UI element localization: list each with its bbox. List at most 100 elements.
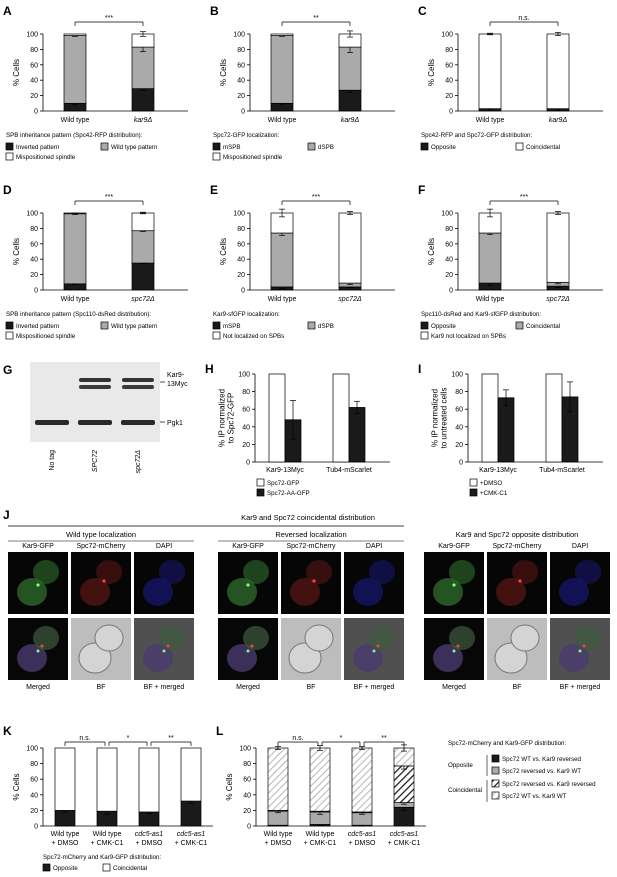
sig-label: *** bbox=[312, 194, 320, 201]
y-axis-label: to Spc72-GFP bbox=[227, 393, 236, 444]
bar bbox=[348, 407, 366, 463]
y-tick-label: 40 bbox=[30, 257, 38, 264]
panel-letter: G bbox=[3, 363, 12, 377]
bar-segment bbox=[138, 811, 160, 827]
y-tick-label: 60 bbox=[237, 241, 245, 248]
channel-label: Kar9-GFP bbox=[22, 543, 54, 550]
channel-label: DAPI bbox=[572, 543, 588, 550]
panel-L: L 0 20 40 60 80 100 % Cells Wild type + DMSO Wild … bbox=[216, 724, 596, 847]
legend-swatch bbox=[256, 488, 265, 497]
panel-H: H 0 20 40 60 80 100 % IP normalized to Spc72-GFP… bbox=[205, 362, 390, 497]
y-axis-label: % Cells bbox=[219, 59, 228, 86]
y-tick-label: 20 bbox=[237, 93, 245, 100]
legend-group: Coincidental bbox=[448, 787, 482, 794]
y-tick-label: 60 bbox=[243, 777, 251, 784]
blot-membrane bbox=[30, 362, 160, 442]
bar-segment bbox=[63, 33, 87, 36]
legend-group: Opposite bbox=[448, 762, 473, 769]
bar-segment bbox=[546, 212, 570, 283]
y-tick-label: 20 bbox=[243, 808, 251, 815]
legend-label: Spc72 WT vs. Kar9 reversed bbox=[502, 756, 582, 763]
y-tick-label: 80 bbox=[445, 47, 453, 54]
x-tick-label: + DMSO bbox=[51, 840, 79, 847]
y-tick-label: 100 bbox=[441, 211, 453, 218]
bar-segment bbox=[96, 747, 118, 812]
spb-dot bbox=[166, 644, 170, 648]
x-tick-label: Wild type bbox=[268, 296, 297, 303]
group-title: Reversed localization bbox=[275, 530, 346, 539]
y-tick-label: 40 bbox=[455, 424, 463, 431]
y-tick-label: 0 bbox=[241, 288, 245, 295]
x-tick-label: kar9Δ bbox=[134, 117, 153, 124]
bar-segment bbox=[131, 46, 155, 90]
panel-A: A 0 20 40 60 80 100 % Cells Wild type kar9Δ *** SPB… bbox=[3, 4, 188, 161]
y-tick-label: 20 bbox=[30, 808, 38, 815]
y-axis-label: % Cells bbox=[427, 238, 436, 265]
y-tick-label: 80 bbox=[242, 389, 250, 396]
legend-label: dSPB bbox=[318, 323, 334, 330]
bar-segment bbox=[338, 46, 362, 91]
sig-label: *** bbox=[105, 194, 113, 201]
y-tick-label: 40 bbox=[243, 792, 251, 799]
x-tick-label: Wild type bbox=[51, 831, 80, 838]
spb-dot bbox=[452, 649, 456, 653]
legend-label: Spc72 reversed vs. Kar9 reversed bbox=[502, 781, 596, 788]
spb-dot bbox=[372, 649, 376, 653]
bar-segment bbox=[393, 765, 415, 803]
cell-signal bbox=[449, 560, 475, 584]
legend-label: +CMK-C1 bbox=[480, 490, 508, 497]
y-tick-label: 40 bbox=[237, 78, 245, 85]
y-tick-label: 20 bbox=[242, 442, 250, 449]
panel-D: D 0 20 40 60 80 100 % Cells Wild type spc72Δ *** SP… bbox=[3, 183, 188, 340]
y-axis-label: % Cells bbox=[219, 238, 228, 265]
y-tick-label: 100 bbox=[239, 746, 251, 753]
bar bbox=[268, 373, 286, 463]
y-tick-label: 100 bbox=[26, 32, 38, 39]
legend-swatch bbox=[307, 321, 316, 330]
bar-segment bbox=[131, 262, 155, 291]
spb-dot bbox=[246, 649, 250, 653]
legend-swatch bbox=[491, 766, 500, 775]
x-tick-label: Wild type bbox=[264, 831, 293, 838]
channel-label: Kar9-GFP bbox=[438, 543, 470, 550]
legend-title: Spc72-mCherry and Kar9-GFP distribution: bbox=[43, 854, 161, 861]
y-tick-label: 20 bbox=[237, 272, 245, 279]
channel-label: BF bbox=[513, 684, 522, 691]
cell-signal bbox=[159, 626, 185, 650]
x-tick-label: + CMK-C1 bbox=[175, 840, 208, 847]
lane-label: SPC72 bbox=[92, 450, 99, 472]
cell-signal bbox=[369, 626, 395, 650]
legend-swatch bbox=[420, 331, 429, 340]
x-tick-label: Wild type bbox=[476, 117, 505, 124]
x-tick-label: spc72Δ bbox=[131, 296, 155, 303]
legend-label: mSPB bbox=[223, 323, 241, 330]
y-tick-label: 60 bbox=[445, 241, 453, 248]
legend-label: Opposite bbox=[53, 865, 78, 872]
sig-label: *** bbox=[105, 15, 113, 22]
group-title: Kar9 and Spc72 opposite distribution bbox=[456, 530, 579, 539]
channel-label: BF bbox=[97, 684, 106, 691]
channel-label: BF bbox=[307, 684, 316, 691]
panel-F: F 0 20 40 60 80 100 % Cells Wild type spc72Δ *** Sp… bbox=[418, 183, 603, 340]
bar-segment bbox=[338, 212, 362, 284]
cell-signal bbox=[243, 560, 269, 584]
bar-segment bbox=[267, 747, 289, 811]
band-label: 13Myc bbox=[167, 381, 188, 388]
cell-outline bbox=[78, 642, 112, 674]
y-tick-label: 80 bbox=[30, 226, 38, 233]
y-tick-label: 20 bbox=[30, 93, 38, 100]
legend-label: mSPB bbox=[223, 144, 241, 151]
spb-dot bbox=[582, 644, 586, 648]
legend-swatch bbox=[469, 478, 478, 487]
x-tick-label: Wild type bbox=[61, 296, 90, 303]
cell-outline bbox=[288, 642, 322, 674]
channel-label: BF + merged bbox=[560, 684, 601, 691]
y-tick-label: 80 bbox=[445, 226, 453, 233]
y-tick-label: 100 bbox=[233, 211, 245, 218]
sig-label: *** bbox=[520, 194, 528, 201]
cell-outline bbox=[494, 642, 528, 674]
spb-dot bbox=[456, 644, 460, 648]
blot-band bbox=[35, 420, 69, 425]
legend-swatch bbox=[469, 488, 478, 497]
